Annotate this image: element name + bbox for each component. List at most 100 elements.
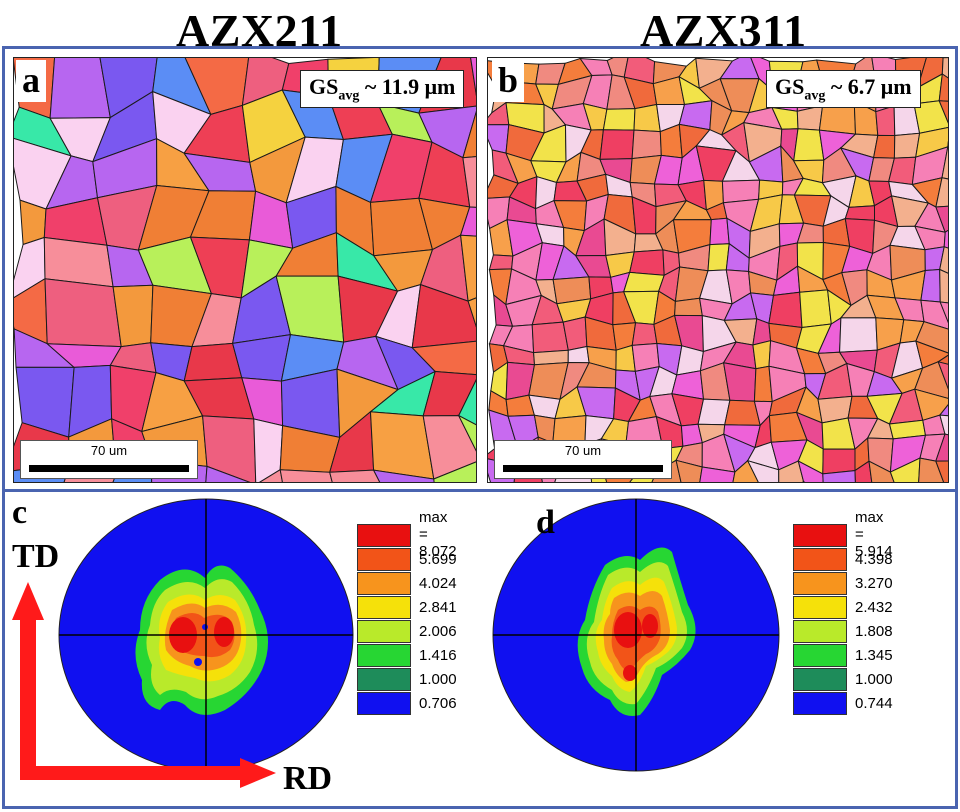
- ebsd-map-a: [13, 57, 477, 483]
- scale-bar-a: 70 um: [20, 440, 198, 479]
- legend-d-value: 2.432: [855, 599, 893, 616]
- grain: [937, 361, 948, 390]
- grain: [799, 289, 832, 329]
- grain: [460, 234, 476, 302]
- grain: [768, 291, 803, 329]
- grain: [488, 124, 510, 154]
- legend-c-value: 2.006: [419, 623, 457, 640]
- legend-c-value: 1.416: [419, 647, 457, 664]
- legend-d-value: 1.345: [855, 647, 893, 664]
- grain: [631, 129, 662, 160]
- grain: [675, 459, 703, 482]
- panel-label-a: a: [16, 60, 46, 102]
- grain: [462, 110, 476, 159]
- grain: [839, 317, 878, 353]
- grain-size-label-a: GSavg ~ 11.9 μm: [300, 70, 465, 109]
- grain: [822, 448, 856, 475]
- grain: [709, 217, 730, 246]
- bottom-panel-frame: [2, 489, 958, 809]
- grain: [259, 468, 283, 482]
- grain: [202, 415, 257, 482]
- rd-label: RD: [283, 760, 333, 797]
- grain: [939, 301, 948, 324]
- grain: [531, 321, 569, 354]
- grain: [467, 297, 476, 328]
- rd-arrow-head: [240, 758, 276, 788]
- grain: [752, 340, 772, 370]
- grain: [913, 100, 948, 134]
- grain: [183, 342, 243, 382]
- grain: [422, 415, 476, 480]
- scale-bar-b: 70 um: [494, 440, 672, 479]
- grain: [602, 108, 636, 131]
- pole-figure-c: [58, 498, 354, 772]
- legend-d-value: 1.000: [855, 671, 893, 688]
- grain: [329, 469, 381, 482]
- legend-c-swatch: [357, 692, 411, 715]
- grain: [44, 278, 122, 348]
- grain: [732, 459, 759, 482]
- grain: [935, 205, 948, 233]
- grain: [623, 271, 665, 293]
- grain: [920, 299, 948, 330]
- grain: [674, 297, 703, 317]
- grain: [939, 414, 948, 436]
- scale-line-b: [503, 465, 663, 472]
- grain: [457, 414, 476, 452]
- pole-c-contours: [135, 565, 269, 715]
- legend-c-swatch: [357, 620, 411, 643]
- td-arrow-shaft: [20, 615, 36, 780]
- gs-value-a: ~ 11.9 μm: [359, 74, 456, 99]
- grain: [633, 103, 661, 133]
- grain: [889, 457, 921, 482]
- legend-d-swatch: [793, 572, 847, 595]
- legend-c-value: 4.024: [419, 575, 457, 592]
- grain: [699, 466, 736, 482]
- grain: [875, 105, 896, 137]
- grain: [231, 333, 292, 382]
- pole-figure-svg: [12, 498, 780, 788]
- rd-arrow-shaft: [20, 766, 245, 780]
- legend-c-value: 1.000: [419, 671, 457, 688]
- grain: [915, 320, 948, 354]
- legend-c-value: max = 8.072: [419, 509, 457, 560]
- gs-value-b: ~ 6.7 μm: [825, 74, 912, 99]
- panel-label-b: b: [492, 60, 525, 102]
- grain: [872, 134, 896, 159]
- grain: [372, 469, 435, 482]
- legend-c-value: 0.706: [419, 695, 457, 712]
- grain-size-label-b: GSavg ~ 6.7 μm: [766, 70, 921, 109]
- grain: [470, 58, 476, 97]
- grain: [854, 460, 873, 482]
- ebsd-map-b: [487, 57, 949, 483]
- grain: [943, 229, 948, 249]
- scale-label-b: 70 um: [564, 443, 602, 458]
- legend-c-swatch: [357, 524, 411, 547]
- grain: [205, 465, 251, 482]
- grain: [938, 404, 948, 417]
- grain: [462, 156, 476, 208]
- grain: [599, 129, 635, 160]
- legend-c-swatch: [357, 548, 411, 571]
- grain: [629, 249, 665, 276]
- grain: [411, 283, 476, 349]
- grain: [938, 100, 948, 124]
- grain: [411, 340, 476, 376]
- scale-label-a: 70 um: [90, 443, 128, 458]
- scale-line-a: [29, 465, 189, 472]
- grain: [746, 459, 780, 482]
- axis-arrows: [12, 582, 276, 788]
- grain: [941, 145, 948, 180]
- legend-d-value: 4.398: [855, 551, 893, 568]
- pole-figure-d: [492, 498, 780, 772]
- legend-d-swatch: [793, 620, 847, 643]
- grain: [797, 460, 824, 482]
- panel-label-d: d: [536, 504, 555, 541]
- gs-sub-a: avg: [338, 88, 360, 104]
- legend-d-value: 0.744: [855, 695, 893, 712]
- legend-c-swatch: [357, 572, 411, 595]
- grain: [433, 461, 476, 482]
- legend-d-value: max = 5.914: [855, 509, 893, 560]
- grain: [939, 246, 948, 274]
- legend-c-value: 5.699: [419, 551, 457, 568]
